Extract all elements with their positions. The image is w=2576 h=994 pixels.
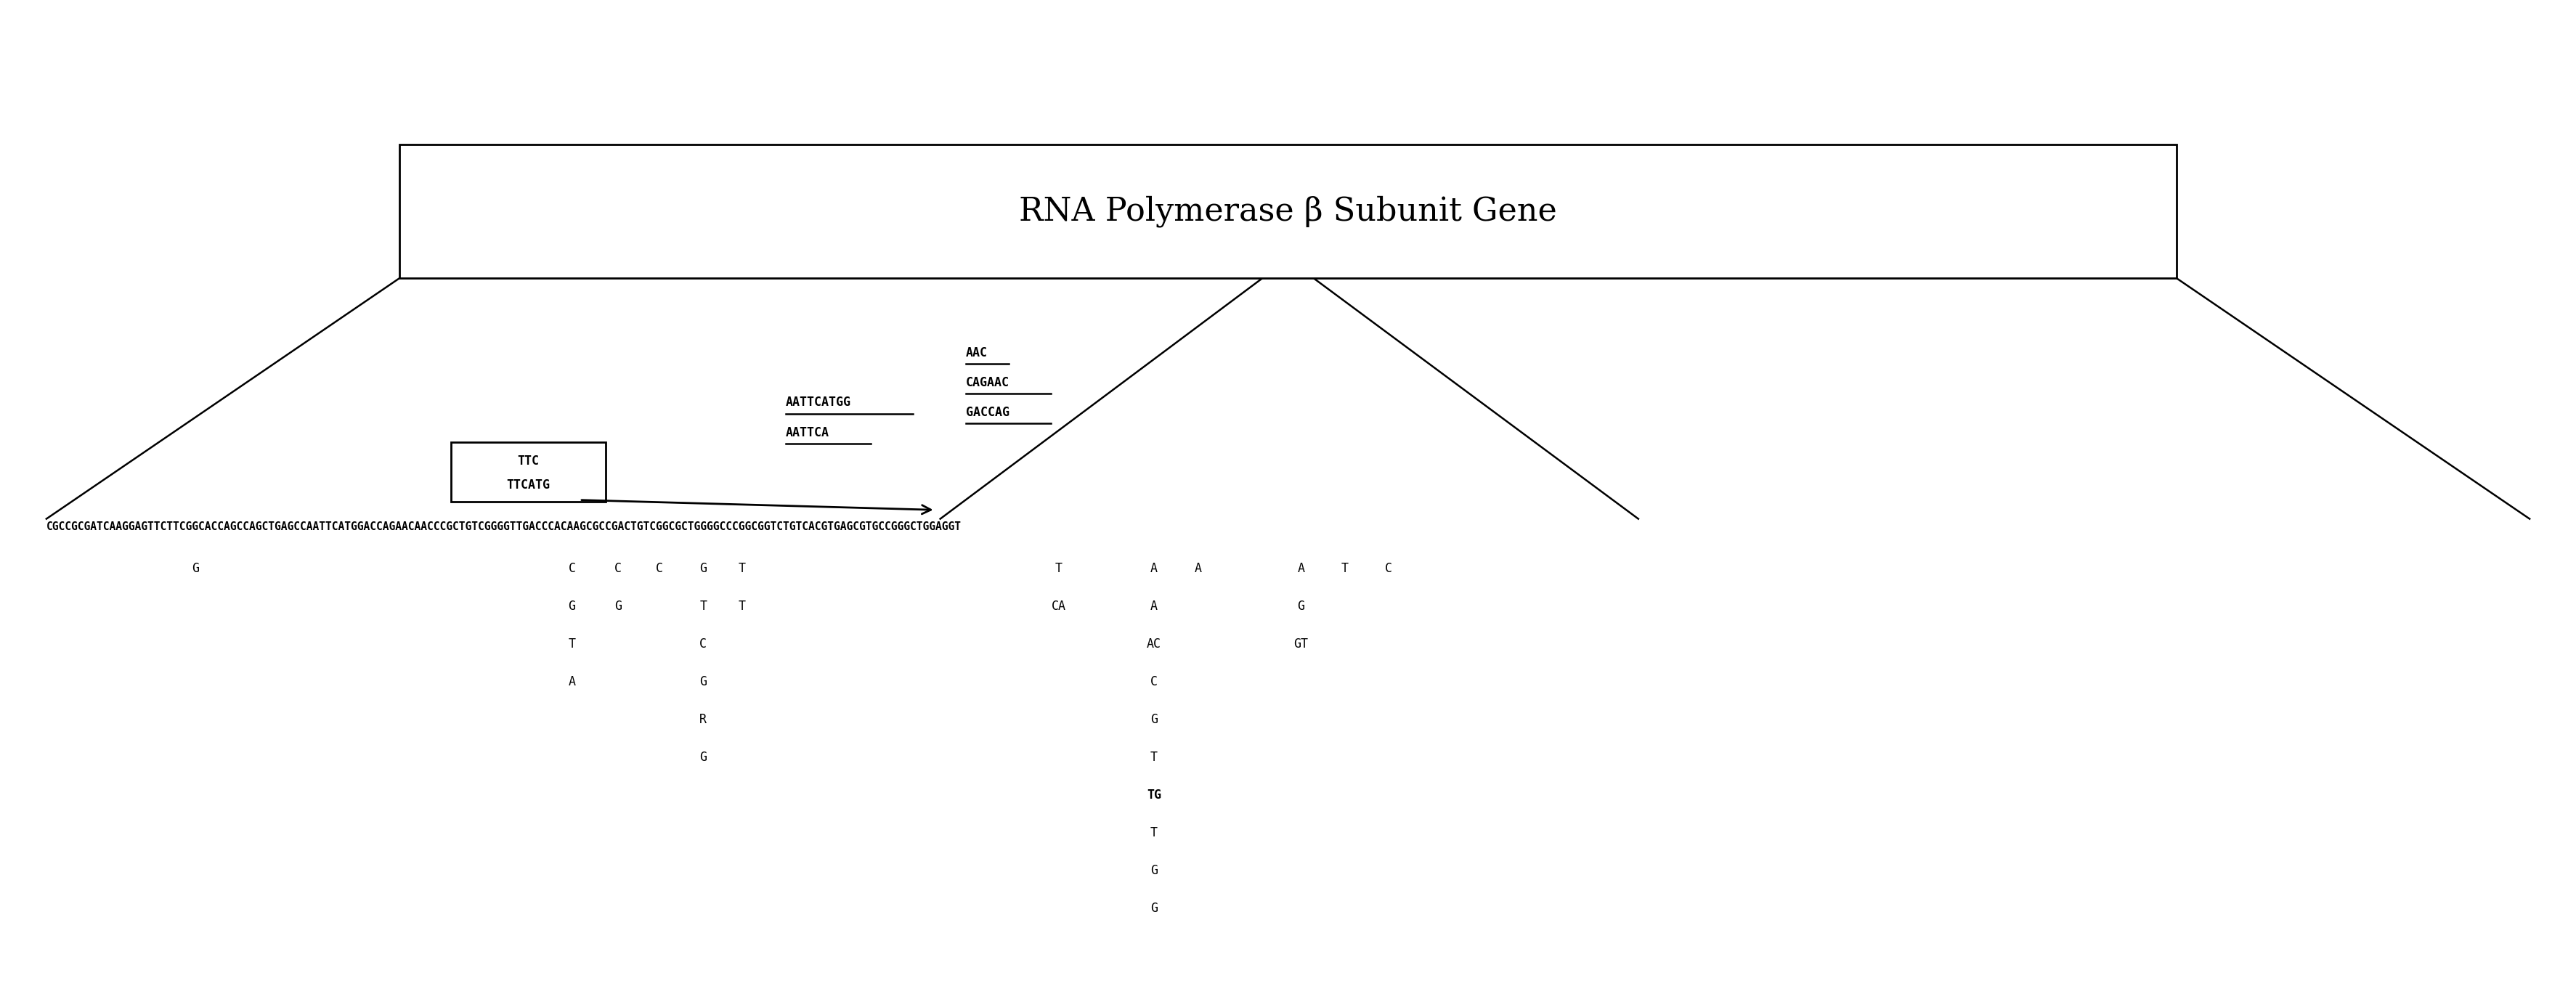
Text: C: C — [616, 562, 621, 576]
Text: G: G — [193, 562, 198, 576]
Text: T: T — [701, 599, 706, 613]
Text: C: C — [701, 637, 706, 651]
Text: G: G — [616, 599, 621, 613]
Text: TTCATG: TTCATG — [507, 479, 549, 492]
Text: T: T — [1056, 562, 1061, 576]
Text: T: T — [1151, 750, 1157, 764]
Text: R: R — [701, 713, 706, 727]
Text: C: C — [1386, 562, 1391, 576]
Text: C: C — [657, 562, 662, 576]
Text: G: G — [701, 750, 706, 764]
Text: TTC: TTC — [518, 455, 538, 468]
Text: AAC: AAC — [966, 346, 987, 360]
Text: CGCCGCGATCAAGGAGTTCTTCGGCACCAGCCAGCTGAGCCAATTCATGGACCAGAACAACCCGCTGTCGGGGTTGACCC: CGCCGCGATCAAGGAGTTCTTCGGCACCAGCCAGCTGAGC… — [46, 522, 961, 532]
Text: T: T — [1151, 826, 1157, 840]
Text: CAGAAC: CAGAAC — [966, 376, 1010, 390]
Text: AATTCATGG: AATTCATGG — [786, 396, 850, 410]
Text: A: A — [1298, 562, 1303, 576]
Text: A: A — [569, 675, 574, 689]
Text: G: G — [569, 599, 574, 613]
Text: C: C — [569, 562, 574, 576]
Text: G: G — [1298, 599, 1303, 613]
Text: A: A — [1195, 562, 1200, 576]
Text: G: G — [1151, 713, 1157, 727]
Text: AATTCA: AATTCA — [786, 425, 829, 439]
Bar — [399, 144, 2177, 278]
Text: T: T — [739, 599, 744, 613]
Text: C: C — [1151, 675, 1157, 689]
Text: G: G — [1151, 902, 1157, 915]
Text: GACCAG: GACCAG — [966, 406, 1010, 419]
Text: T: T — [1342, 562, 1347, 576]
Text: RNA Polymerase β Subunit Gene: RNA Polymerase β Subunit Gene — [1020, 196, 1556, 227]
Text: AC: AC — [1146, 637, 1162, 651]
Text: CA: CA — [1051, 599, 1066, 613]
Text: G: G — [701, 675, 706, 689]
Text: TG: TG — [1146, 788, 1162, 802]
Text: T: T — [739, 562, 744, 576]
Text: A: A — [1151, 599, 1157, 613]
Text: G: G — [701, 562, 706, 576]
Text: G: G — [1151, 864, 1157, 878]
Text: GT: GT — [1293, 637, 1309, 651]
Text: A: A — [1151, 562, 1157, 576]
Bar — [451, 442, 605, 502]
Text: T: T — [569, 637, 574, 651]
